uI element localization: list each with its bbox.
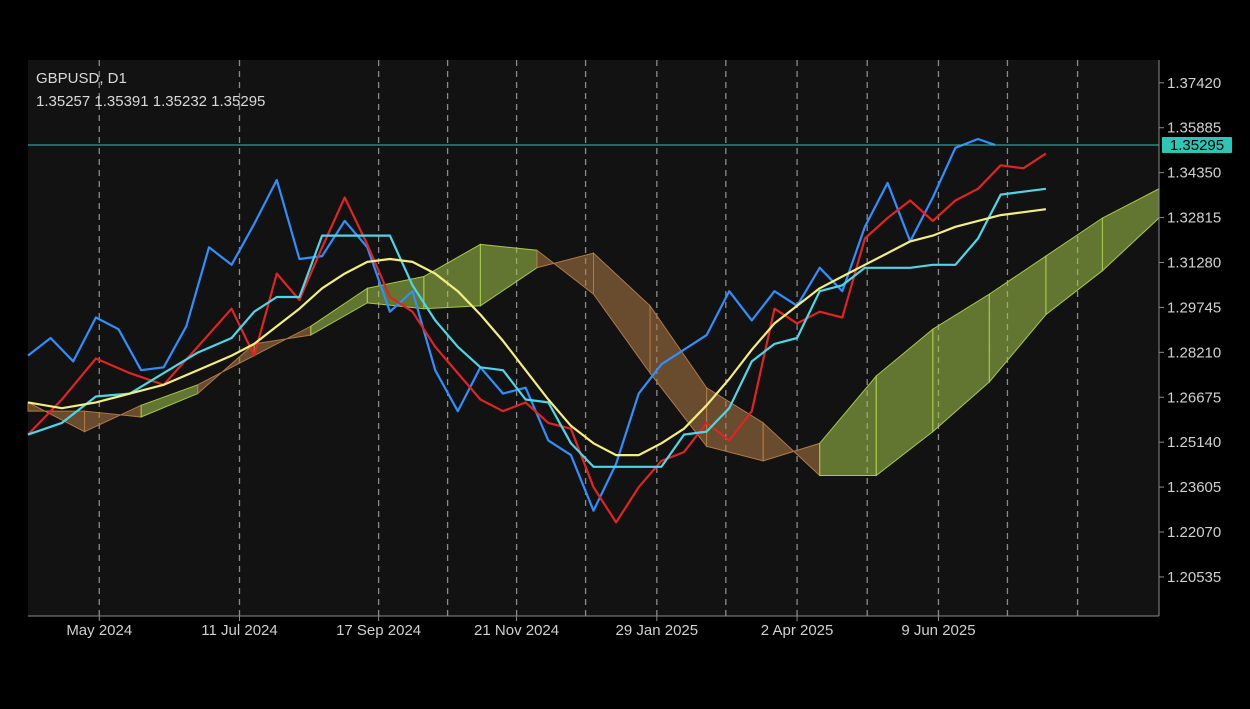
last-price-tag: 1.35295	[1162, 137, 1232, 154]
series-line-2	[27, 187, 1047, 468]
x-tick-label-2: 17 Sep 2024	[336, 622, 421, 639]
series-line-3	[27, 208, 1047, 457]
y-tick-label-1: 1.35885	[1167, 120, 1221, 137]
y-tick-label-10: 1.22070	[1167, 524, 1221, 541]
y-tick-label-7: 1.26675	[1167, 389, 1221, 406]
y-tick-label-0: 1.37420	[1167, 75, 1221, 92]
y-tick-label-3: 1.32815	[1167, 210, 1221, 227]
x-tick-label-5: 2 Apr 2025	[761, 622, 834, 639]
last-price-tag-label: 1.35295	[1170, 137, 1224, 154]
series-line-1	[27, 152, 1047, 524]
price-axis: 1.37420 1.35885 1.34350 1.32815 1.31280 1.297…	[1159, 75, 1221, 586]
y-tick-label-8: 1.25140	[1167, 434, 1221, 451]
ichimoku-cloud	[27, 187, 1160, 477]
x-tick-label-4: 29 Jan 2025	[616, 622, 699, 639]
series-lines	[27, 137, 1047, 524]
y-tick-label-4: 1.31280	[1167, 255, 1221, 272]
symbol-label: GBPUSD, D1	[36, 70, 127, 87]
last-price-tag-bg	[1162, 137, 1232, 154]
time-axis: May 2024 11 Jul 2024 17 Sep 2024 21 Nov 202…	[66, 616, 976, 639]
y-tick-label-6: 1.28210	[1167, 344, 1221, 361]
y-tick-label-5: 1.29745	[1167, 299, 1221, 316]
x-tick-label-3: 21 Nov 2024	[474, 622, 559, 639]
y-tick-label-2: 1.34350	[1167, 165, 1221, 182]
ohlc-label: 1.35257 1.35391 1.35232 1.35295	[36, 93, 265, 110]
y-tick-label-11: 1.20535	[1167, 569, 1221, 586]
y-tick-label-9: 1.23605	[1167, 479, 1221, 496]
x-tick-label-6: 9 Jun 2025	[901, 622, 975, 639]
x-tick-label-1: 11 Jul 2024	[201, 622, 277, 639]
x-tick-label-0: May 2024	[66, 622, 132, 639]
